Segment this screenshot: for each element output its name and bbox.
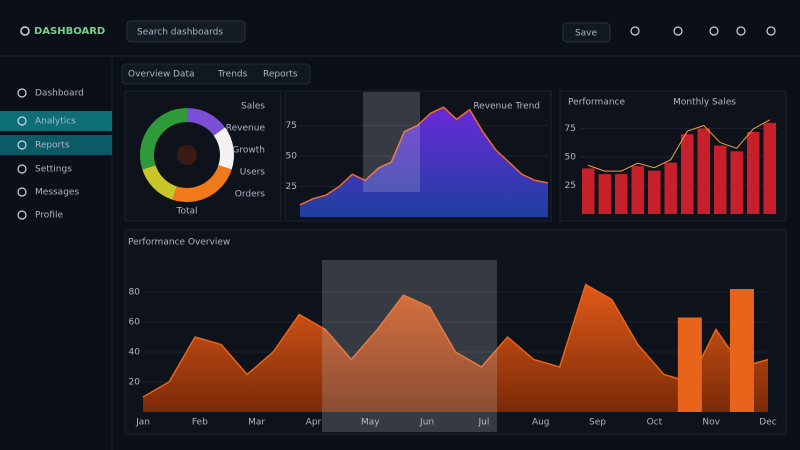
area-fill — [143, 284, 768, 412]
icon[interactable] — [673, 26, 683, 36]
donut-slice — [142, 165, 177, 200]
toolbar-icons — [630, 26, 776, 36]
nav-icon — [17, 88, 27, 98]
chart-title: Performance Overview — [128, 238, 230, 248]
content: Dashboard Analytics Reports Settings Message… — [0, 70, 778, 428]
bar — [648, 170, 661, 214]
donut-slice — [213, 127, 234, 170]
y-tick-label: 75 — [565, 124, 576, 134]
highlight — [363, 92, 420, 192]
donut-slice — [187, 108, 226, 136]
tab[interactable]: Overview — [128, 70, 170, 80]
donut-center — [177, 145, 197, 165]
logo-icon — [20, 26, 30, 36]
nav-icon — [17, 210, 27, 220]
bar — [664, 162, 677, 214]
x-tick-label: Apr — [306, 418, 322, 428]
legend-label: Revenue — [226, 124, 266, 134]
active-item — [0, 111, 112, 131]
x-tick-label: Dec — [759, 418, 776, 428]
chart-title: Revenue Trend — [473, 102, 540, 112]
bar — [729, 289, 754, 412]
bar — [697, 128, 710, 214]
x-tick-label: Aug — [532, 418, 550, 428]
y-tick-label: 25 — [565, 181, 576, 191]
y-tick-label: 40 — [129, 348, 141, 358]
bar — [582, 168, 595, 214]
trend-line — [588, 119, 770, 172]
y-tick-label: 60 — [129, 318, 141, 328]
nav-icon — [17, 116, 27, 126]
bar — [677, 317, 702, 412]
legend-label: Orders — [235, 190, 266, 200]
nav-item[interactable]: Settings — [35, 165, 72, 175]
bar — [631, 166, 644, 214]
nav-item[interactable]: Analytics — [35, 117, 76, 127]
x-tick-label: May — [361, 418, 380, 428]
icon[interactable] — [766, 26, 776, 36]
highlight — [322, 260, 497, 432]
tab[interactable]: Trends — [217, 70, 248, 80]
legend-label: Growth — [232, 146, 265, 156]
x-tick-label: Nov — [702, 418, 720, 428]
y-tick-label: 20 — [129, 378, 141, 388]
nav-item[interactable]: Reports — [35, 141, 70, 151]
logo: DASHBOARD — [34, 26, 105, 37]
x-tick-label: Mar — [248, 418, 265, 428]
save-label: Save — [575, 29, 598, 39]
tab-bar — [121, 63, 311, 85]
bar — [681, 134, 694, 214]
y-tick-label: 50 — [286, 152, 298, 162]
area-line — [299, 106, 549, 206]
donut-slice — [172, 165, 232, 203]
icon[interactable] — [736, 26, 746, 36]
icon[interactable] — [630, 26, 640, 36]
save-button[interactable] — [562, 22, 611, 43]
nav-icon — [17, 164, 27, 174]
icon[interactable] — [709, 26, 719, 36]
chart-subtitle: Monthly Sales — [673, 98, 736, 108]
legend-label: Sales — [241, 102, 265, 112]
nav-item[interactable]: Profile — [35, 211, 63, 221]
bar — [714, 145, 727, 214]
y-tick-label: 80 — [129, 288, 141, 298]
active-item — [0, 135, 112, 155]
x-tick-label: Feb — [192, 418, 208, 428]
nav-icon — [17, 187, 27, 197]
bar — [598, 174, 611, 214]
y-tick-label: 75 — [286, 121, 297, 131]
legend-label: Users — [240, 168, 266, 178]
bar — [763, 122, 776, 214]
y-tick-label: 25 — [286, 182, 297, 192]
nav-item[interactable]: Dashboard — [35, 89, 84, 99]
search-box[interactable] — [126, 20, 246, 43]
area-line — [142, 283, 769, 398]
y-tick-label: 50 — [565, 153, 577, 163]
nav-icon — [17, 140, 27, 150]
bar — [615, 174, 628, 214]
bar — [730, 151, 743, 214]
bar — [747, 131, 760, 214]
x-tick-label: Jul — [477, 418, 489, 428]
donut-slice — [139, 108, 187, 170]
x-tick-label: Jan — [135, 418, 150, 428]
x-tick-label: Sep — [589, 418, 606, 428]
donut-label: Total — [175, 207, 197, 217]
x-tick-label: Oct — [647, 418, 663, 428]
search-placeholder: Search dashboards — [137, 28, 223, 38]
chart-title: Performance — [568, 98, 625, 108]
tab[interactable]: Data — [173, 70, 195, 80]
nav-item[interactable]: Messages — [35, 188, 79, 198]
tab[interactable]: Reports — [263, 70, 298, 80]
x-tick-label: Jun — [419, 418, 434, 428]
area-fill — [300, 107, 548, 217]
